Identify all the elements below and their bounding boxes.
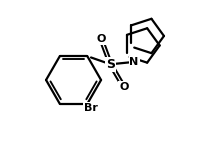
Text: N: N — [129, 57, 139, 67]
Text: O: O — [96, 34, 106, 44]
Text: S: S — [106, 58, 115, 71]
Text: Br: Br — [84, 103, 98, 113]
Text: O: O — [119, 82, 129, 92]
